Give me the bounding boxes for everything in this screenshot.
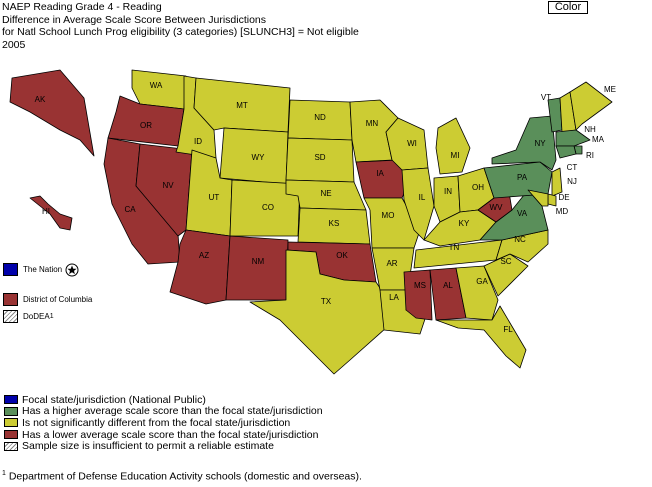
state-ct[interactable] <box>555 145 577 159</box>
dc-swatch <box>3 293 18 306</box>
variable-description: for Natl School Lunch Prog eligibility (… <box>2 26 359 38</box>
state-nm[interactable] <box>225 235 289 301</box>
state-label-me: ME <box>604 85 616 94</box>
state-ms[interactable] <box>403 269 433 321</box>
state-ma[interactable] <box>555 129 591 147</box>
dodea-swatch <box>3 310 18 323</box>
state-tx[interactable] <box>249 249 389 375</box>
state-label-ut: UT <box>209 193 220 202</box>
state-label-ak: AK <box>35 95 46 104</box>
state-label-la: LA <box>389 293 399 302</box>
state-mi[interactable] <box>435 117 471 175</box>
state-ga[interactable] <box>455 265 499 321</box>
state-label-md: MD <box>556 207 569 216</box>
nation-swatch <box>3 263 18 276</box>
state-label-mo: MO <box>382 211 395 220</box>
state-ny[interactable] <box>491 115 557 171</box>
state-label-az: AZ <box>199 251 209 260</box>
state-nj[interactable] <box>551 167 563 197</box>
state-label-ri: RI <box>586 151 594 160</box>
state-ky[interactable] <box>423 209 497 247</box>
legend-item-lower: Has a lower average scale score than the… <box>4 429 323 441</box>
state-label-ma: MA <box>592 135 605 144</box>
state-label-sd: SD <box>314 153 325 162</box>
state-label-mn: MN <box>366 119 379 128</box>
nation-star-icon <box>65 263 79 277</box>
dodea-entry[interactable]: DoDEA 1 <box>3 310 54 323</box>
legend-item-same: Is not significantly different from the … <box>4 417 323 429</box>
state-label-tn: TN <box>449 243 460 252</box>
dc-entry[interactable]: District of Columbia <box>3 293 92 306</box>
state-label-wy: WY <box>252 153 266 162</box>
state-label-ne: NE <box>320 189 331 198</box>
state-label-ct: CT <box>567 163 578 172</box>
state-label-ok: OK <box>336 251 348 260</box>
state-label-ar: AR <box>386 259 397 268</box>
nation-entry[interactable]: The Nation <box>3 263 62 276</box>
state-label-ca: CA <box>124 205 136 214</box>
state-label-ga: GA <box>476 277 488 286</box>
state-label-wv: WV <box>490 203 504 212</box>
state-de[interactable] <box>547 193 557 207</box>
year: 2005 <box>2 38 26 51</box>
state-label-oh: OH <box>472 183 484 192</box>
state-ak[interactable] <box>9 69 95 157</box>
state-label-hi: HI <box>42 207 50 216</box>
state-label-al: AL <box>443 281 453 290</box>
state-label-nj: NJ <box>567 177 577 186</box>
state-label-nd: ND <box>314 113 326 122</box>
title: NAEP Reading Grade 4 - Reading <box>2 1 162 13</box>
state-label-il: IL <box>419 193 426 202</box>
state-label-ny: NY <box>534 139 546 148</box>
state-label-ky: KY <box>459 219 470 228</box>
legend-item-insufficient: Sample size is insufficient to permit a … <box>4 440 323 452</box>
state-fl[interactable] <box>435 305 527 369</box>
state-label-nm: NM <box>252 257 265 266</box>
dc-label: District of Columbia <box>23 295 93 304</box>
state-label-nv: NV <box>162 181 174 190</box>
state-label-ms: MS <box>414 281 426 290</box>
state-label-co: CO <box>262 203 274 212</box>
state-label-mt: MT <box>236 101 248 110</box>
state-label-sc: SC <box>500 257 511 266</box>
subtitle: Difference in Average Scale Score Betwee… <box>2 13 267 26</box>
state-label-vt: VT <box>541 93 551 102</box>
state-label-de: DE <box>558 193 569 202</box>
state-me[interactable] <box>569 81 613 131</box>
state-label-tx: TX <box>321 297 332 306</box>
legend-item-focal: Focal state/jurisdiction (National Publi… <box>4 394 323 406</box>
state-label-ia: IA <box>376 169 384 178</box>
state-hi[interactable] <box>29 195 73 231</box>
state-label-va: VA <box>517 209 528 218</box>
state-md[interactable] <box>527 189 549 207</box>
legend: Focal state/jurisdiction (National Publi… <box>4 394 323 452</box>
state-label-nc: NC <box>514 235 526 244</box>
state-label-in: IN <box>444 187 452 196</box>
dodea-footnote-marker: 1 <box>49 313 54 320</box>
state-label-fl: FL <box>503 325 513 334</box>
state-az[interactable] <box>169 229 231 305</box>
legend-item-higher: Has a higher average scale score than th… <box>4 405 323 417</box>
state-pa[interactable] <box>483 161 553 199</box>
state-label-nh: NH <box>584 125 596 134</box>
nation-label: The Nation <box>23 265 63 274</box>
state-label-or: OR <box>140 121 152 130</box>
state-label-pa: PA <box>517 173 528 182</box>
state-label-wi: WI <box>407 139 417 148</box>
state-label-mi: MI <box>451 151 460 160</box>
color-button[interactable]: Color <box>548 1 588 14</box>
state-label-ks: KS <box>329 219 340 228</box>
state-label-wa: WA <box>150 81 163 90</box>
dodea-label: DoDEA <box>23 312 50 321</box>
state-label-id: ID <box>194 137 202 146</box>
footnote: 1 Department of Defense Education Activi… <box>2 470 362 483</box>
map-header: NAEP Reading Grade 4 - Reading Differenc… <box>2 1 359 51</box>
